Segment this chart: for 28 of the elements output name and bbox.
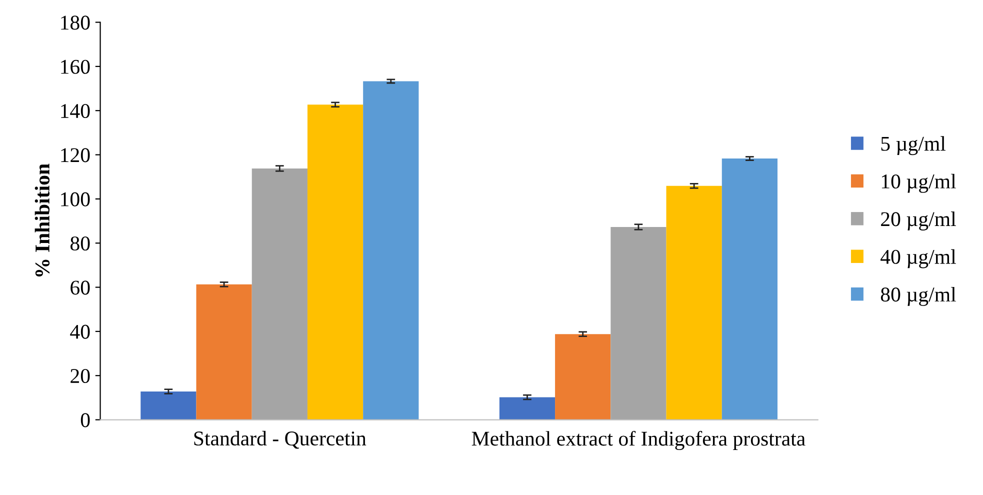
bar	[722, 158, 778, 420]
bar	[610, 226, 666, 420]
legend-label: 20 µg/ml	[881, 212, 956, 230]
y-tick-label: 0	[80, 413, 90, 428]
bar	[307, 104, 364, 420]
bar	[140, 391, 196, 420]
bar	[363, 81, 419, 420]
y-tick-label: 40	[70, 324, 90, 339]
legend-label: 5 µg/ml	[881, 136, 946, 156]
bar	[666, 186, 722, 420]
bar	[196, 284, 252, 420]
y-tick-label: 180	[61, 16, 90, 30]
legend-label: 10 µg/ml	[882, 174, 956, 193]
y-tick-label: 20	[70, 368, 90, 384]
bar	[499, 397, 556, 420]
legend-label: 40 µg/ml	[880, 249, 956, 268]
y-tick-label: 100	[61, 192, 90, 206]
y-tick-label: 80	[70, 236, 90, 251]
x-tick-label: Methanol extract of Indigofera prostrata	[472, 430, 806, 450]
y-tick-label: 140	[61, 104, 90, 118]
y-tick-label: 120	[61, 148, 90, 162]
bar	[252, 168, 308, 420]
x-tick-label: Standard - Quercetin	[194, 430, 366, 449]
y-tick-label: 160	[61, 60, 90, 74]
bar	[555, 334, 611, 420]
y-tick-label: 60	[70, 280, 90, 295]
legend-label: 80 µg/ml	[880, 286, 956, 306]
y-axis-title: % Inhibition	[34, 164, 50, 276]
